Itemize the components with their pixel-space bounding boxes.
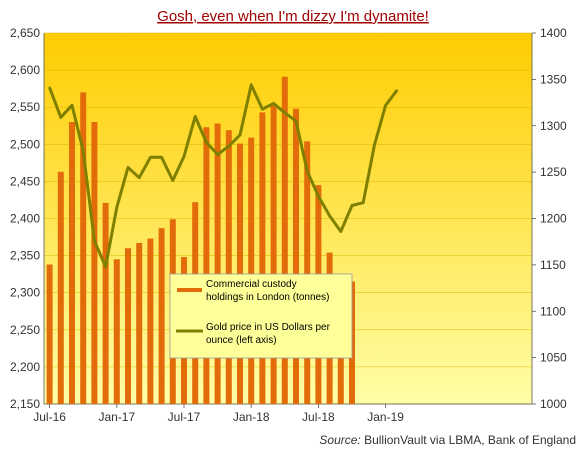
gold-price-point	[160, 156, 163, 159]
gold-price-point	[216, 153, 219, 156]
gold-price-line	[48, 83, 398, 269]
left-tick-label: 2,400	[10, 212, 40, 226]
x-tick-label: Jan-17	[98, 410, 135, 424]
gold-price-point	[283, 111, 286, 114]
custody-bar	[259, 112, 266, 405]
gold-price-point	[306, 169, 309, 173]
gold-price-point	[272, 102, 275, 105]
left-tick-label: 2,250	[10, 323, 40, 337]
source-text: BullionVault via LBMA, Bank of England	[361, 433, 576, 447]
gold-price-point	[126, 166, 130, 169]
gold-price-point	[227, 144, 230, 148]
gold-price-point	[149, 156, 152, 159]
custody-bar	[270, 105, 277, 404]
custody-bar	[80, 92, 87, 405]
x-axis: Jul-16 Jan-17 Jul-17 Jan-18 Jul-18 Jan-19	[33, 403, 532, 424]
custody-bar	[225, 130, 232, 404]
gold-price-polyline	[48, 83, 398, 269]
gold-price-point	[182, 155, 186, 158]
legend: Commercial custody holdings in London (t…	[169, 273, 353, 359]
custody-bar	[46, 264, 53, 404]
gold-price-point	[93, 239, 96, 242]
legend-bar-label-line2: holdings in London (tonnes)	[206, 292, 329, 303]
gold-price-point	[250, 83, 253, 87]
custody-bar	[281, 76, 288, 404]
x-tick-label: Jul-17	[168, 410, 201, 424]
left-tick-label: 2,600	[10, 63, 40, 77]
right-axis: 1000 1050 1100 1150 1200 1250 1300 1350 1400	[531, 26, 567, 411]
custody-bar	[69, 122, 75, 404]
right-tick-label: 1000	[540, 397, 567, 411]
legend-bar-label-line1: Commercial custody	[206, 279, 297, 290]
custody-bar	[214, 123, 221, 405]
chart-title: Gosh, even when I'm dizzy I'm dynamite!	[157, 8, 429, 25]
source-label: Source:	[319, 433, 360, 447]
left-tick-label: 2,650	[10, 26, 40, 40]
x-tick-label: Jan-18	[233, 410, 270, 424]
gold-price-point	[328, 214, 331, 217]
left-tick-label: 2,550	[10, 100, 40, 114]
custody-bar	[304, 141, 311, 404]
gold-price-point	[384, 104, 387, 107]
legend-line-label-line2: ounce (left axis)	[206, 335, 277, 346]
custody-bar	[136, 242, 143, 404]
gold-price-point	[339, 230, 342, 233]
legend-line-label-line1: Gold price in US Dollars per	[206, 322, 331, 333]
custody-bar	[102, 202, 109, 404]
legend-bar-swatch	[177, 288, 202, 292]
custody-bar	[91, 122, 98, 404]
gold-price-point	[205, 141, 208, 144]
x-tick-label: Jan-19	[367, 410, 404, 424]
gold-price-point	[115, 206, 119, 209]
gold-price-point	[294, 119, 298, 123]
gold-price-point	[59, 116, 62, 119]
custody-bar	[113, 259, 120, 404]
left-tick-label: 2,150	[10, 397, 40, 411]
right-tick-label: 1100	[540, 304, 566, 318]
gold-price-point	[350, 204, 354, 207]
right-tick-label: 1350	[540, 72, 567, 86]
left-tick-label: 2,300	[10, 286, 40, 300]
gold-price-point	[194, 115, 197, 118]
right-tick-label: 1400	[540, 26, 567, 40]
gold-price-point	[261, 107, 264, 111]
gold-price-point	[362, 201, 365, 204]
custody-bar	[203, 127, 210, 404]
left-axis: 2,150 2,200 2,250 2,300 2,350 2,400 2,450 2,500…	[10, 26, 45, 411]
source-note: Source: BullionVault via LBMA, Bank of E…	[319, 433, 576, 447]
gold-price-point	[395, 89, 398, 92]
left-tick-label: 2,200	[10, 360, 40, 374]
custody-bar	[158, 228, 165, 404]
right-tick-label: 1250	[540, 165, 567, 179]
gold-price-point	[238, 133, 242, 137]
gold-price-point	[104, 265, 107, 268]
right-tick-label: 1050	[540, 351, 567, 365]
custody-bar	[293, 108, 299, 405]
gold-price-point	[70, 104, 74, 107]
custody-bar	[248, 137, 255, 404]
left-tick-label: 2,450	[10, 174, 40, 188]
left-tick-label: 2,350	[10, 249, 40, 263]
left-tick-label: 2,500	[10, 137, 40, 151]
right-tick-label: 1300	[540, 119, 567, 133]
gold-price-point	[373, 144, 376, 147]
custody-bar	[125, 248, 131, 404]
gold-price-point	[82, 149, 85, 152]
right-tick-label: 1150	[540, 258, 566, 272]
gold-price-point	[48, 86, 51, 89]
x-tick-label: Jul-16	[33, 410, 66, 424]
x-tick-label: Jul-18	[302, 410, 335, 424]
gold-price-point	[171, 179, 174, 182]
gold-price-point	[138, 176, 141, 179]
custody-bar	[57, 171, 64, 404]
gold-price-point	[317, 195, 320, 198]
custody-bar	[147, 238, 154, 404]
right-tick-label: 1200	[540, 212, 567, 226]
